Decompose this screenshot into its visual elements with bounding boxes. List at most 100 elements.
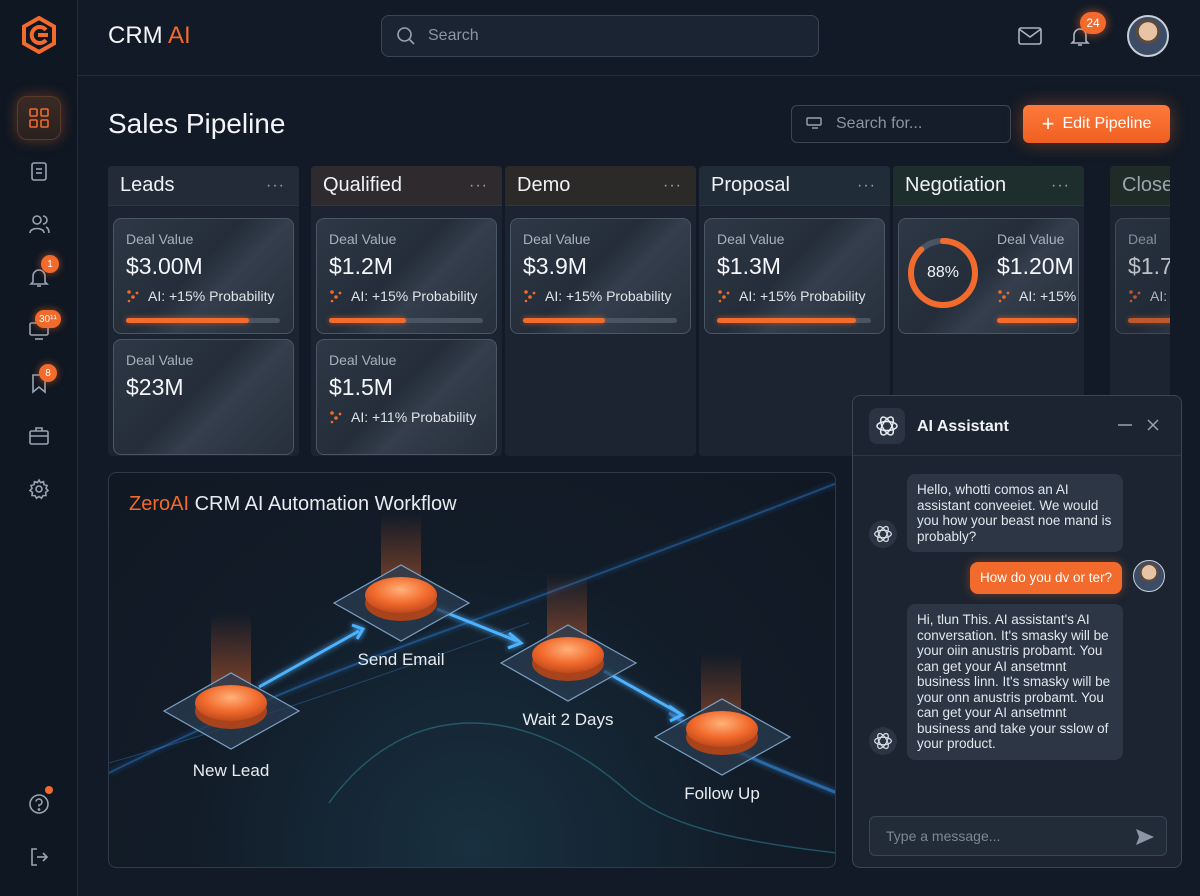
- search-input[interactable]: [426, 26, 786, 46]
- column-qualified: Qualified ··· Deal Value $1.2M AI: +15% …: [311, 166, 502, 456]
- more-options-icon[interactable]: ···: [469, 176, 488, 194]
- probability-bar-fill: [717, 318, 856, 323]
- deal-card[interactable]: 88% Deal Value $1.20M AI: +15% Pr: [898, 218, 1079, 334]
- ai-probability: AI: +11% Probability: [329, 409, 496, 425]
- chat-header: AI Assistant: [853, 396, 1181, 456]
- help-icon: [29, 794, 49, 814]
- workflow-brand: ZeroAI: [129, 493, 190, 515]
- notification-count-badge: 24: [1080, 12, 1106, 34]
- sidebar-item-bookmarks[interactable]: 8: [17, 361, 61, 405]
- win-score-text: 88%: [926, 264, 960, 281]
- column-header: Close: [1110, 166, 1170, 206]
- edit-pipeline-label: Edit Pipeline: [1062, 115, 1152, 132]
- more-options-icon[interactable]: ···: [663, 176, 682, 194]
- briefcase-icon: [29, 427, 49, 445]
- sidebar-item-contacts[interactable]: [17, 202, 61, 246]
- pipeline-search[interactable]: [791, 105, 1011, 143]
- sidebar-item-briefcase[interactable]: [17, 414, 61, 458]
- column-title: Qualified: [323, 174, 402, 196]
- step-label-new-lead: New Lead: [192, 761, 270, 780]
- minimize-icon[interactable]: [1114, 414, 1136, 436]
- ai-sparkle-icon: [1129, 290, 1141, 303]
- crm-logo-icon[interactable]: [20, 16, 58, 54]
- deal-card[interactable]: Deal Value $3.9M AI: +15% Probability: [510, 218, 691, 334]
- deal-value-label: Deal Value: [523, 231, 591, 247]
- user-message: How do you dv or ter?: [970, 562, 1123, 594]
- app-title-main: CRM: [108, 22, 163, 49]
- alerts-badge: 1: [41, 255, 59, 273]
- logout-icon: [31, 848, 49, 866]
- deal-card[interactable]: Deal Value $3.00M AI: +15% Probability: [113, 218, 294, 334]
- ai-probability-text: AI: +15% Probability: [545, 288, 672, 304]
- deal-value: $3.00M: [126, 253, 203, 279]
- deal-value: $1.5M: [329, 374, 393, 400]
- sidebar-item-settings[interactable]: [17, 467, 61, 511]
- probability-bar: [329, 318, 483, 323]
- filter-search-icon: [806, 117, 822, 129]
- deal-details: Deal Value $1.20M AI: +15% Pr: [997, 231, 1078, 304]
- probability-bar-fill: [1128, 318, 1170, 323]
- deal-value: $1.7: [1128, 253, 1170, 279]
- top-bar: CRM AI: [78, 0, 1200, 76]
- send-icon[interactable]: [1134, 826, 1156, 848]
- workflow-node-new-lead[interactable]: [162, 672, 301, 750]
- column-title: Leads: [120, 174, 175, 196]
- global-search[interactable]: [381, 15, 819, 57]
- user-avatar[interactable]: [1127, 15, 1169, 57]
- step-label-send-email: Send Email: [357, 650, 445, 669]
- more-options-icon[interactable]: ···: [857, 176, 876, 194]
- user-avatar-small: [1133, 560, 1165, 592]
- mail-icon: [1018, 27, 1042, 45]
- sidebar-item-messages[interactable]: 30¹¹: [17, 308, 61, 352]
- column-demo: Demo ··· Deal Value $3.9M AI: +15% Proba…: [505, 166, 696, 456]
- column-header: Proposal ···: [699, 166, 890, 206]
- ai-probability: AI: +15% Probability: [126, 288, 293, 304]
- probability-bar-fill: [329, 318, 406, 323]
- workflow-title-text: CRM AI Automation Workflow: [194, 493, 457, 515]
- more-options-icon[interactable]: ···: [1051, 176, 1070, 194]
- deal-value: $1.3M: [717, 253, 781, 279]
- ai-logo-icon: [869, 408, 905, 444]
- deal-value: $3.9M: [523, 253, 587, 279]
- win-score-donut: [908, 238, 978, 308]
- edit-pipeline-button[interactable]: + Edit Pipeline: [1023, 105, 1170, 143]
- chat-message-input[interactable]: [884, 827, 1124, 845]
- probability-bar-fill: [126, 318, 250, 323]
- deal-value-label: Deal: [1128, 231, 1157, 247]
- sidebar-item-alerts[interactable]: 1: [17, 255, 61, 299]
- deal-card[interactable]: Deal Value $23M: [113, 339, 294, 455]
- workflow-node-follow-up[interactable]: [653, 698, 792, 776]
- ai-sparkle-icon: [127, 290, 139, 303]
- deal-card[interactable]: Deal Value $1.2M AI: +15% Probability: [316, 218, 497, 334]
- workflow-node-send-email[interactable]: [332, 564, 471, 642]
- deal-card[interactable]: Deal Value $1.3M AI: +15% Probability: [704, 218, 885, 334]
- sidebar-item-dashboard[interactable]: [17, 96, 61, 140]
- more-options-icon[interactable]: ···: [266, 176, 285, 194]
- deal-card[interactable]: Deal Value $1.5M AI: +11% Probability: [316, 339, 497, 455]
- win-score-arc: [908, 238, 978, 308]
- app-title: CRM AI: [108, 22, 191, 50]
- page-title: Sales Pipeline: [108, 108, 286, 139]
- pipeline-search-input[interactable]: [834, 114, 1004, 134]
- deal-card[interactable]: Deal $1.7 AI:: [1115, 218, 1170, 334]
- ai-probability: AI: +15% Probability: [717, 288, 884, 304]
- ai-probability-text: AI: +15% Probability: [351, 288, 478, 304]
- ai-probability: AI:: [1128, 288, 1170, 304]
- close-icon[interactable]: [1142, 414, 1164, 436]
- mail-button[interactable]: [1016, 22, 1044, 50]
- ai-sparkle-icon: [330, 411, 342, 424]
- chat-input[interactable]: [869, 816, 1167, 856]
- sidebar-item-logout[interactable]: [17, 835, 61, 879]
- sidebar-item-help[interactable]: [17, 782, 61, 826]
- ai-probability-text: AI:: [1150, 288, 1168, 304]
- ai-message: Hello, whotti comos an AI assistant conv…: [907, 474, 1123, 552]
- workflow-connectors: [258, 607, 685, 723]
- column-header: Demo ···: [505, 166, 696, 206]
- deal-value: $23M: [126, 374, 184, 400]
- step-label-wait: Wait 2 Days: [522, 710, 614, 729]
- workflow-node-wait[interactable]: [499, 624, 638, 702]
- ai-probability: AI: +15% Probability: [329, 288, 496, 304]
- ai-probability: AI: +15% Probability: [523, 288, 690, 304]
- ai-assistant-panel: AI Assistant Hello, whotti comos an AI a…: [852, 395, 1182, 868]
- sidebar-item-clipboard[interactable]: [17, 149, 61, 193]
